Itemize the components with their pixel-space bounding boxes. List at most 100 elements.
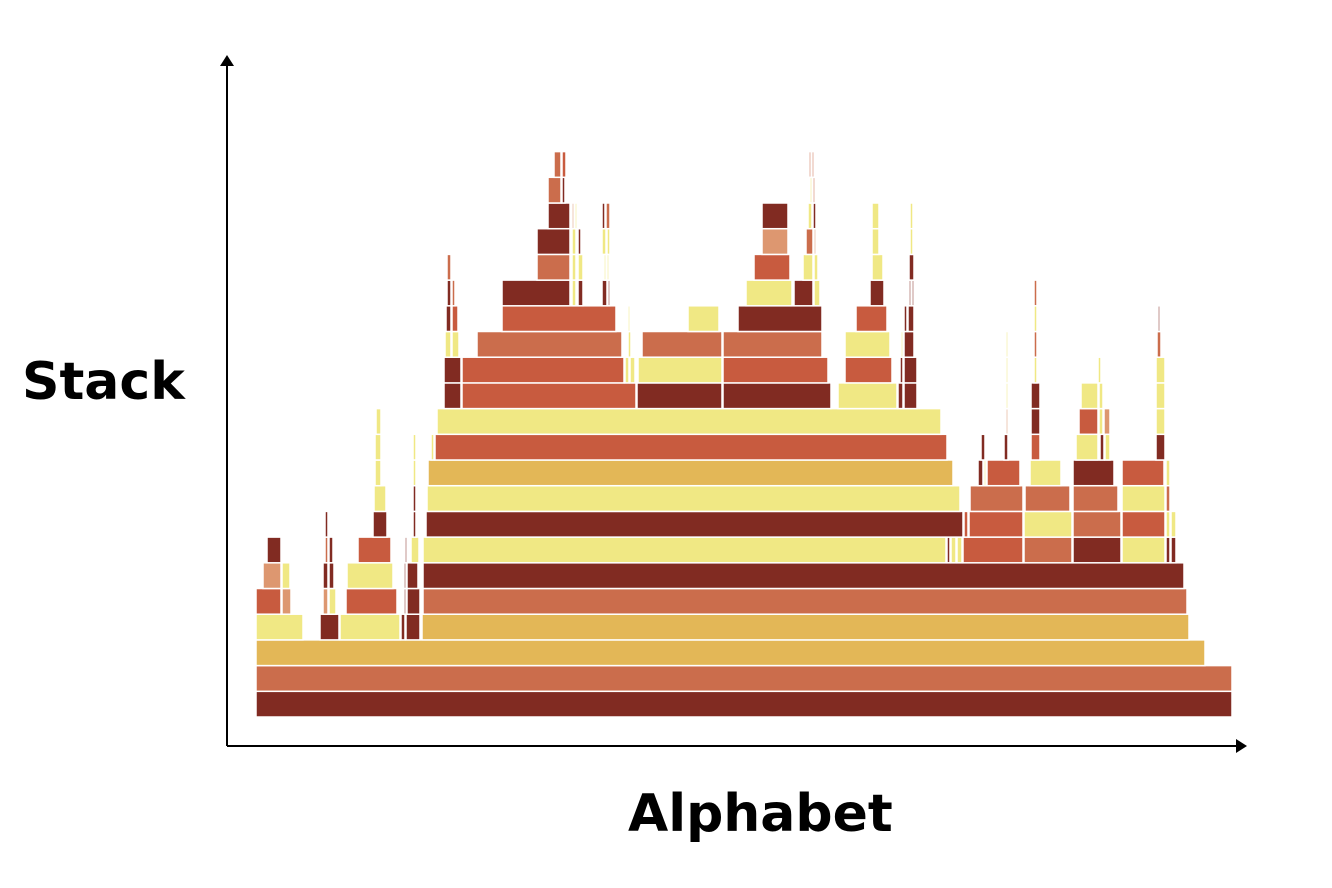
stack-frame	[908, 253, 915, 281]
stack-frame	[805, 227, 814, 256]
stack-frame	[903, 330, 915, 358]
stack-frame	[1005, 382, 1009, 410]
stack-frame	[900, 330, 904, 358]
stack-frame	[909, 202, 914, 230]
stack-frame	[571, 253, 577, 281]
stack-frame	[636, 382, 723, 410]
stack-frame	[813, 279, 821, 307]
stack-frame	[536, 227, 571, 256]
stack-frame	[627, 330, 632, 358]
stack-frames	[255, 150, 1233, 718]
stack-frame	[1098, 407, 1104, 436]
stack-frame	[1024, 484, 1071, 513]
y-axis-arrowhead	[220, 55, 234, 66]
stack-frame	[571, 279, 577, 307]
x-axis	[227, 739, 1247, 753]
stack-frame	[946, 536, 951, 564]
stack-frame	[811, 150, 815, 179]
stack-frame	[571, 202, 575, 230]
stack-frame	[1005, 407, 1009, 436]
stack-frame	[446, 253, 452, 281]
stack-frame	[1155, 356, 1166, 384]
stack-frame	[1023, 510, 1073, 538]
stack-frame	[357, 536, 392, 564]
stack-frame	[809, 176, 813, 204]
stack-frame	[422, 536, 947, 564]
stack-frame	[813, 227, 817, 256]
stack-frame	[1165, 510, 1171, 538]
stack-frame	[641, 330, 723, 358]
stack-frame	[328, 562, 335, 590]
stack-frame	[571, 227, 577, 256]
stack-frame	[427, 459, 954, 487]
stack-frame	[476, 330, 623, 358]
stack-frame	[855, 305, 888, 333]
stack-frame	[412, 510, 417, 538]
stack-frame	[430, 433, 435, 461]
stack-frame	[445, 305, 452, 333]
stack-frame	[722, 330, 823, 358]
stack-frame	[422, 562, 1185, 590]
stack-frame	[262, 562, 282, 590]
stack-frame	[1033, 279, 1038, 307]
stack-frame	[761, 202, 789, 230]
stack-frame	[761, 227, 789, 256]
stack-frame	[281, 587, 292, 615]
stack-frame	[436, 407, 942, 436]
stack-frame	[986, 459, 1021, 487]
stack-frame	[911, 279, 915, 307]
stack-frame	[443, 356, 462, 384]
stack-frame	[968, 510, 1024, 538]
stack-frame	[1072, 459, 1115, 487]
stack-frame	[907, 305, 915, 333]
stack-frame	[461, 356, 625, 384]
stack-frame	[637, 356, 723, 384]
stack-frame	[1170, 510, 1177, 538]
stack-frame	[1072, 536, 1122, 564]
stack-frame	[605, 202, 611, 230]
stack-frame	[812, 202, 817, 230]
stack-frame	[871, 202, 880, 230]
stack-frame	[1155, 433, 1166, 461]
stack-frame	[1165, 536, 1171, 564]
stack-frame	[624, 356, 630, 384]
stack-frame	[607, 279, 611, 307]
stack-frame	[1165, 459, 1171, 487]
y-axis-label: Stack	[22, 352, 186, 412]
stack-frame	[255, 639, 1206, 667]
stack-frame	[281, 562, 291, 590]
stack-frame	[745, 279, 793, 307]
stack-frame	[328, 587, 337, 615]
stack-frame	[1033, 330, 1038, 358]
stack-frame	[908, 279, 912, 307]
stack-frame	[969, 484, 1024, 513]
stack-frame	[422, 587, 1188, 615]
stack-frame	[421, 613, 1190, 641]
stack-frame	[434, 433, 948, 461]
stack-frame	[1099, 433, 1105, 461]
stack-frame	[1155, 407, 1166, 436]
stack-frame	[1170, 536, 1177, 564]
stack-frame	[812, 176, 816, 204]
stack-frame	[403, 562, 407, 590]
stack-frame	[837, 382, 898, 410]
stack-frame	[426, 484, 961, 513]
stack-frame	[1033, 305, 1038, 333]
stack-frame	[1097, 356, 1102, 384]
stack-frame	[451, 305, 459, 333]
stack-frame	[444, 330, 452, 358]
stack-frame	[687, 305, 720, 333]
stack-frame	[963, 510, 969, 538]
stack-frame	[1121, 536, 1166, 564]
stack-frame	[1104, 433, 1111, 461]
stack-frame	[601, 202, 606, 230]
stack-frame	[722, 382, 832, 410]
stack-frame	[412, 433, 417, 461]
stack-frame	[319, 613, 340, 641]
stack-frame	[255, 587, 282, 615]
stack-frame	[983, 459, 987, 487]
stack-frame	[950, 536, 957, 564]
stack-frame	[603, 253, 607, 281]
stack-frame	[1072, 510, 1122, 538]
